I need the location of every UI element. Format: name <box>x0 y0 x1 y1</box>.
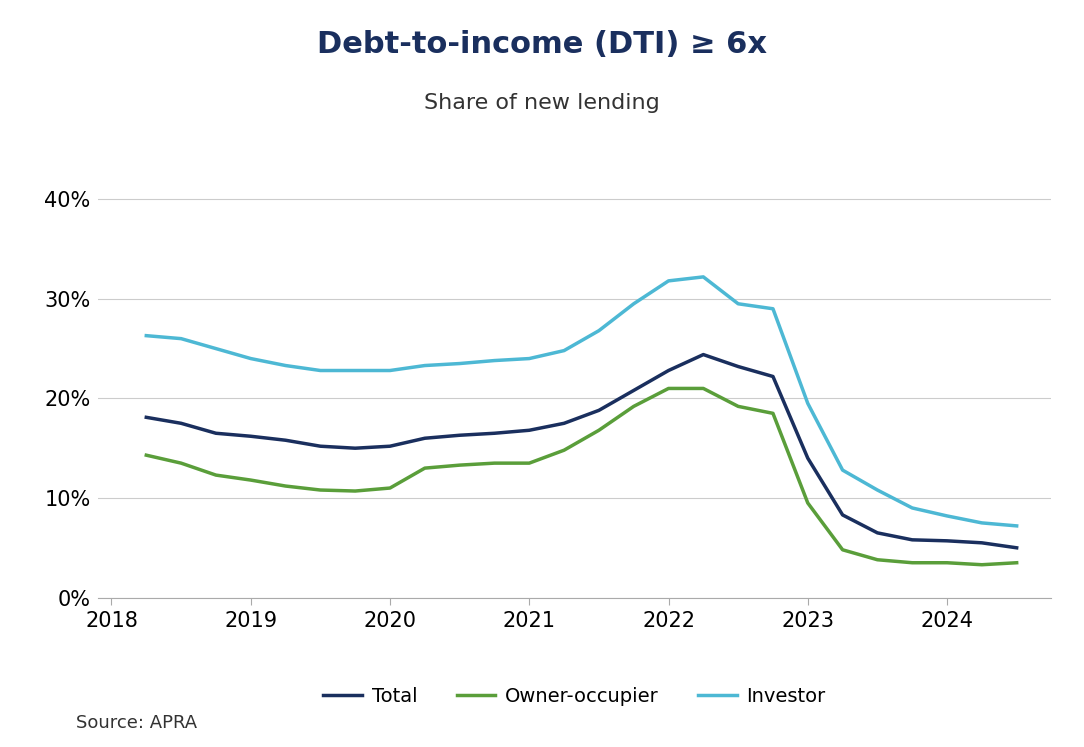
Text: Share of new lending: Share of new lending <box>424 93 660 114</box>
Legend: Total, Owner-occupier, Investor: Total, Owner-occupier, Investor <box>315 679 834 713</box>
Text: Source: APRA: Source: APRA <box>76 714 197 732</box>
Text: Debt-to-income (DTI) ≥ 6x: Debt-to-income (DTI) ≥ 6x <box>317 30 767 59</box>
